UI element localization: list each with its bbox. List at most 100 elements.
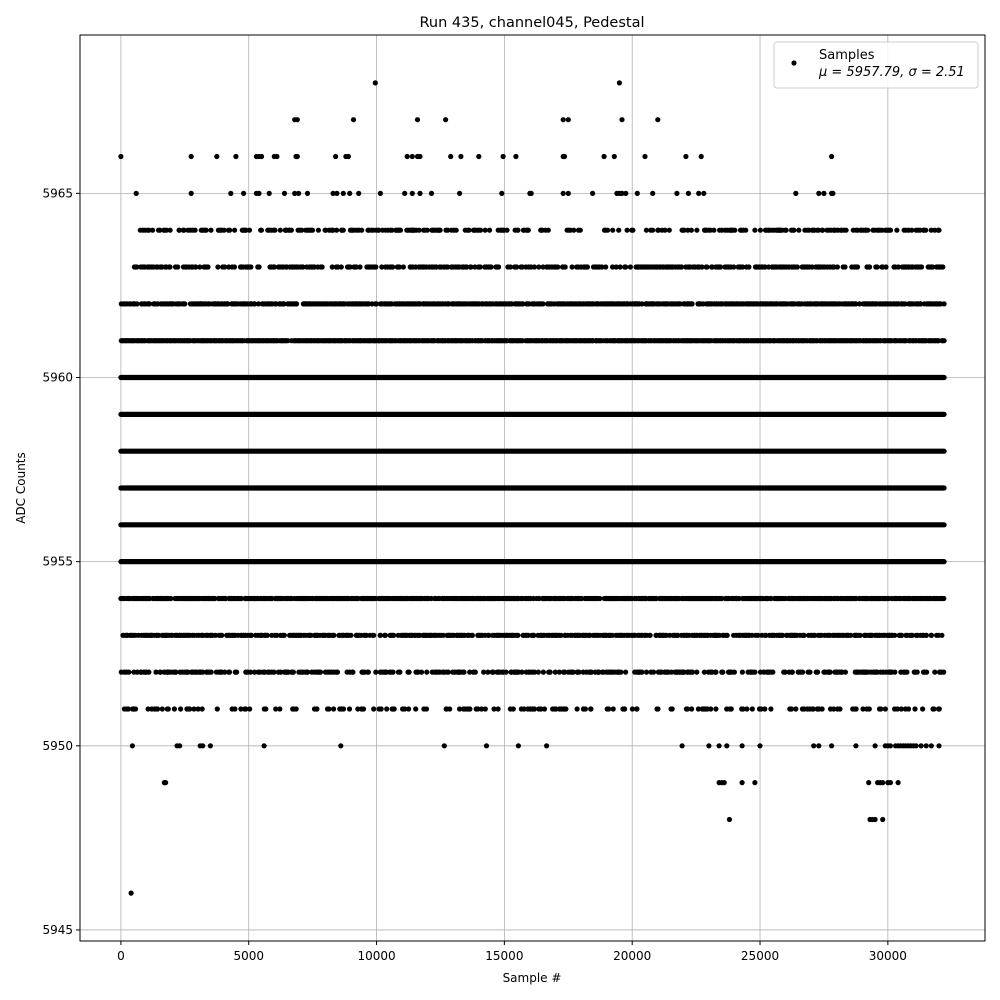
sample-point bbox=[882, 706, 888, 712]
sample-point bbox=[251, 669, 258, 675]
legend: Samples μ = 5957.79, σ = 2.51 bbox=[773, 41, 979, 89]
sample-point bbox=[815, 669, 821, 675]
sample-point bbox=[264, 632, 270, 638]
sample-point bbox=[872, 743, 878, 749]
sample-point bbox=[296, 190, 302, 196]
sample-point bbox=[918, 743, 924, 749]
sample-point bbox=[909, 632, 915, 638]
sample-point bbox=[689, 301, 695, 307]
sample-point bbox=[577, 227, 583, 233]
sample-point bbox=[500, 153, 506, 160]
sample-point bbox=[377, 632, 383, 638]
sample-point bbox=[552, 669, 558, 675]
x-tick-label: 0 bbox=[117, 949, 125, 963]
sample-point bbox=[477, 264, 483, 270]
sample-point bbox=[520, 301, 526, 307]
sample-point bbox=[263, 706, 269, 712]
sample-point bbox=[413, 706, 419, 712]
y-axis-label: ADC Counts bbox=[14, 452, 28, 524]
sample-point bbox=[350, 669, 356, 675]
sample-point bbox=[377, 190, 383, 196]
sample-point bbox=[666, 227, 672, 233]
sample-point bbox=[669, 706, 675, 712]
sample-point bbox=[623, 669, 629, 675]
x-tick-label: 5000 bbox=[233, 949, 264, 963]
sample-point bbox=[872, 816, 878, 823]
sample-point bbox=[192, 227, 198, 233]
sample-point bbox=[256, 190, 262, 196]
sample-point bbox=[292, 190, 298, 196]
sample-point bbox=[913, 743, 919, 749]
sample-point bbox=[728, 706, 734, 712]
sample-point bbox=[780, 632, 786, 638]
sample-point bbox=[717, 264, 724, 270]
sample-point bbox=[146, 669, 152, 675]
sample-point bbox=[441, 743, 447, 749]
sample-point bbox=[611, 153, 617, 160]
sample-point bbox=[504, 227, 510, 233]
sample-point bbox=[447, 706, 453, 712]
sample-point bbox=[815, 227, 822, 233]
sample-point bbox=[414, 117, 421, 123]
sample-point bbox=[338, 743, 344, 749]
sample-point bbox=[920, 706, 926, 712]
sample-point bbox=[515, 227, 521, 233]
sample-point bbox=[357, 264, 363, 270]
sample-point bbox=[816, 743, 822, 749]
sample-point bbox=[171, 706, 177, 712]
sample-point bbox=[175, 264, 181, 270]
sample-point bbox=[258, 153, 265, 160]
sample-point bbox=[272, 227, 278, 233]
sample-point bbox=[288, 227, 294, 233]
sample-point bbox=[266, 190, 272, 196]
sample-point bbox=[674, 190, 680, 196]
sample-point bbox=[878, 706, 884, 712]
sample-point bbox=[378, 706, 384, 712]
sample-point bbox=[448, 153, 454, 160]
sample-point bbox=[317, 669, 324, 675]
sample-point bbox=[238, 706, 244, 712]
sample-point bbox=[247, 669, 254, 675]
sample-point bbox=[416, 227, 422, 233]
sample-point bbox=[689, 669, 696, 675]
sample-point bbox=[168, 595, 174, 602]
sample-point bbox=[770, 669, 776, 675]
sample-point bbox=[744, 706, 750, 712]
y-tick-label: 5955 bbox=[42, 555, 73, 569]
sample-point bbox=[390, 669, 396, 675]
sample-point bbox=[273, 706, 279, 712]
sample-point bbox=[895, 780, 901, 786]
sample-point bbox=[655, 117, 661, 123]
sample-point bbox=[208, 669, 214, 675]
sample-point bbox=[642, 153, 648, 160]
sample-point bbox=[423, 706, 430, 712]
sample-point bbox=[531, 264, 538, 270]
sample-point bbox=[163, 227, 170, 233]
sample-point bbox=[479, 706, 485, 712]
sample-point bbox=[800, 669, 806, 675]
sample-point bbox=[857, 632, 863, 638]
sample-point bbox=[225, 301, 231, 307]
sample-point bbox=[440, 632, 446, 638]
sample-point bbox=[853, 743, 859, 749]
sample-point bbox=[918, 264, 925, 270]
sample-point bbox=[939, 632, 945, 638]
sample-point bbox=[472, 669, 478, 675]
chart-title: Run 435, channel045, Pedestal bbox=[419, 15, 644, 31]
sample-point bbox=[129, 743, 135, 749]
sample-point bbox=[716, 743, 722, 749]
sample-point bbox=[613, 264, 619, 270]
sample-point bbox=[724, 632, 730, 638]
sample-point bbox=[634, 706, 640, 712]
sample-point bbox=[739, 743, 745, 749]
sample-point bbox=[699, 264, 705, 270]
sample-point bbox=[713, 669, 719, 675]
sample-point bbox=[409, 153, 415, 160]
sample-point bbox=[409, 190, 415, 196]
sample-point bbox=[338, 264, 344, 270]
sample-point bbox=[662, 227, 668, 233]
sample-point bbox=[496, 264, 502, 270]
x-axis-label: Sample # bbox=[503, 971, 562, 985]
sample-point bbox=[389, 227, 395, 233]
sample-point bbox=[629, 706, 636, 712]
